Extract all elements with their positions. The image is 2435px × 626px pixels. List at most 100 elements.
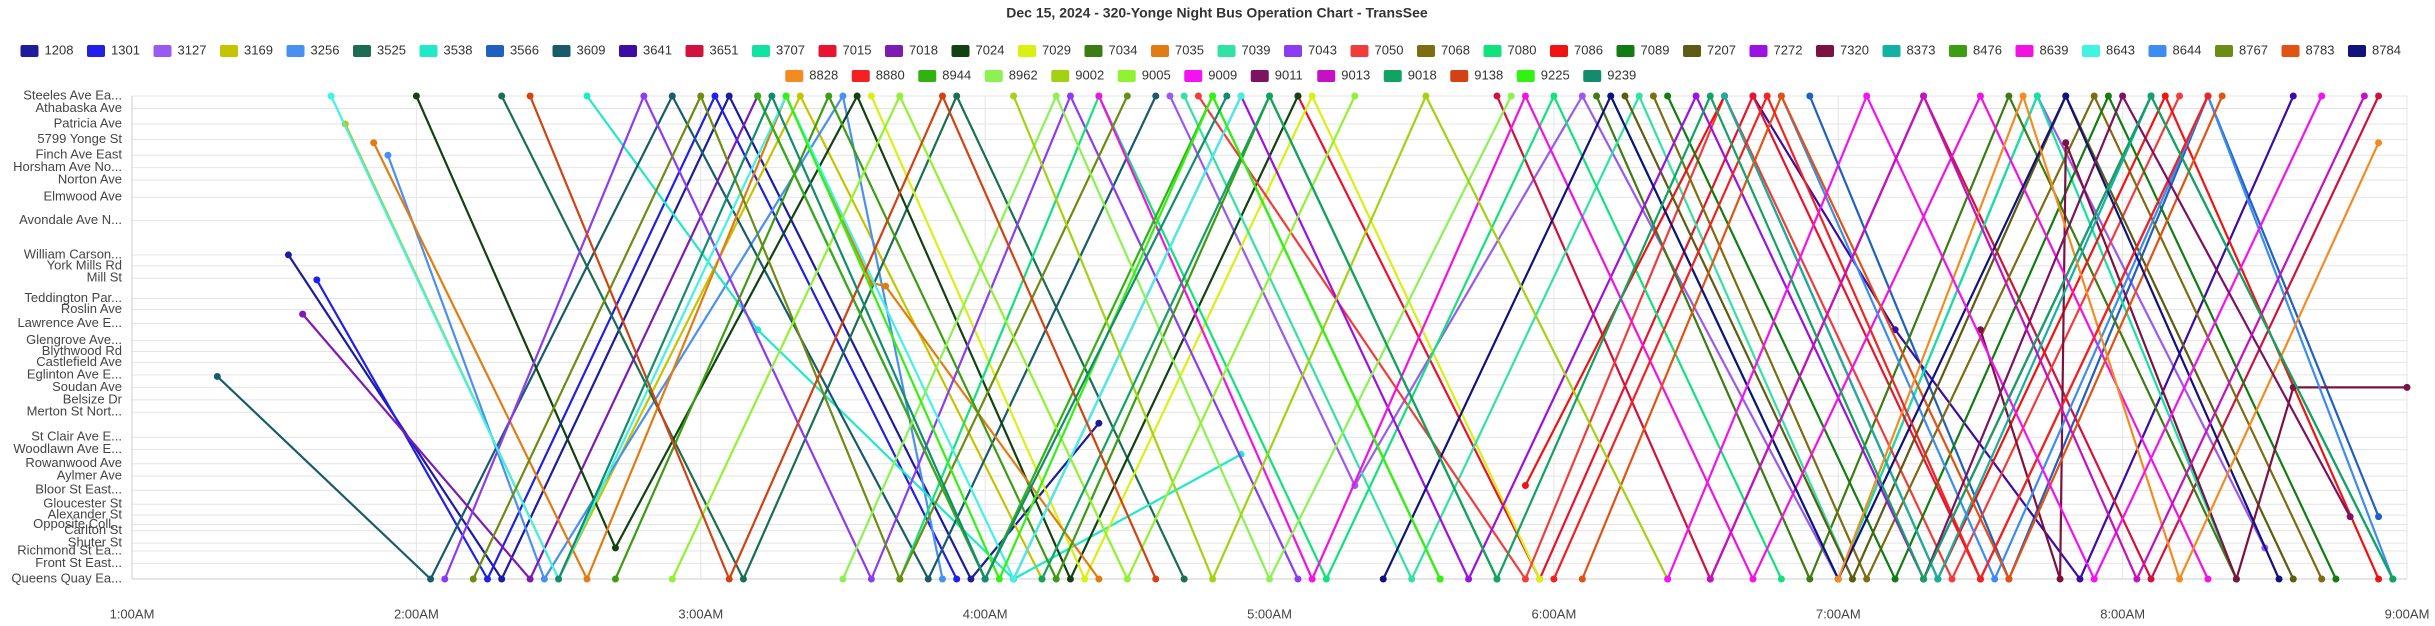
x-tick-label: 4:00AM bbox=[963, 606, 1008, 621]
point bbox=[1194, 92, 1202, 100]
legend-item[interactable]: 9005 bbox=[1117, 67, 1171, 82]
series-line bbox=[500, 94, 1186, 581]
legend-item[interactable]: 3609 bbox=[552, 42, 606, 57]
legend-item[interactable]: 8639 bbox=[2015, 42, 2069, 57]
legend-swatch bbox=[2082, 45, 2100, 57]
point bbox=[1593, 92, 1601, 100]
point bbox=[1266, 575, 1273, 583]
legend-item[interactable]: 7080 bbox=[1483, 42, 1537, 57]
legend-item[interactable]: 8784 bbox=[2348, 42, 2401, 57]
point bbox=[739, 575, 747, 583]
legend-item[interactable]: 3651 bbox=[685, 42, 739, 57]
legend-item[interactable]: 9225 bbox=[1516, 67, 1570, 82]
legend-item[interactable]: 9013 bbox=[1317, 67, 1370, 82]
legend-label: 7018 bbox=[909, 42, 938, 57]
legend-item[interactable]: 7039 bbox=[1217, 42, 1271, 57]
point bbox=[867, 575, 875, 583]
legend-item[interactable]: 3169 bbox=[220, 42, 273, 57]
legend-item[interactable]: 9018 bbox=[1383, 67, 1437, 82]
legend-item[interactable]: 8962 bbox=[984, 67, 1038, 82]
point bbox=[2019, 92, 2027, 100]
legend-label: 3651 bbox=[710, 42, 739, 57]
point bbox=[2133, 575, 2141, 583]
legend-item[interactable]: 7089 bbox=[1616, 42, 1670, 57]
legend-item[interactable]: 3566 bbox=[486, 42, 539, 57]
legend-item[interactable]: 8373 bbox=[1882, 42, 1936, 57]
legend-item[interactable]: 7018 bbox=[885, 42, 938, 57]
legend-item[interactable]: 3525 bbox=[353, 42, 406, 57]
legend-swatch bbox=[1816, 45, 1834, 57]
legend-item[interactable]: 9002 bbox=[1051, 67, 1104, 82]
legend-item[interactable]: 9138 bbox=[1450, 67, 1503, 82]
legend-item[interactable]: 8944 bbox=[918, 67, 971, 82]
legend-item[interactable]: 8783 bbox=[2281, 42, 2335, 57]
legend-item[interactable]: 8767 bbox=[2215, 42, 2268, 57]
point bbox=[1294, 92, 1302, 100]
legend-item[interactable]: 7035 bbox=[1151, 42, 1204, 57]
legend-item[interactable]: 8828 bbox=[785, 67, 838, 82]
legend-item[interactable]: 7068 bbox=[1417, 42, 1470, 57]
legend-item[interactable]: 8476 bbox=[1949, 42, 2002, 57]
point bbox=[1948, 575, 1956, 583]
point bbox=[1095, 92, 1103, 100]
point bbox=[2147, 92, 2155, 100]
legend-item[interactable]: 7207 bbox=[1683, 42, 1736, 57]
point bbox=[1066, 92, 1074, 100]
legend-item[interactable]: 7024 bbox=[951, 42, 1005, 57]
point bbox=[1180, 575, 1188, 583]
point bbox=[668, 575, 676, 583]
legend-item[interactable]: 9011 bbox=[1250, 67, 1303, 82]
legend-item[interactable]: 8643 bbox=[2082, 42, 2135, 57]
point bbox=[1379, 575, 1387, 583]
legend-item[interactable]: 3127 bbox=[153, 42, 207, 57]
series-line bbox=[1723, 94, 2394, 581]
point bbox=[1123, 92, 1131, 100]
legend-swatch bbox=[1583, 70, 1602, 82]
legend-label: 3256 bbox=[311, 42, 340, 57]
legend-item[interactable]: 7034 bbox=[1084, 42, 1138, 57]
point bbox=[754, 92, 762, 100]
legend-swatch bbox=[1616, 45, 1635, 57]
point bbox=[555, 575, 563, 583]
legend-item[interactable]: 7086 bbox=[1550, 42, 1603, 57]
legend-label: 9011 bbox=[1275, 67, 1303, 82]
point bbox=[1991, 575, 1999, 583]
point bbox=[611, 544, 619, 552]
legend-swatch bbox=[1550, 45, 1568, 57]
y-tick-label: Avondale Ave N... bbox=[19, 212, 122, 227]
legend-label: 3127 bbox=[178, 42, 207, 57]
legend-item[interactable]: 7272 bbox=[1749, 42, 1803, 57]
legend-item[interactable]: 7050 bbox=[1350, 42, 1404, 57]
legend-item[interactable]: 3538 bbox=[419, 42, 473, 57]
point bbox=[2332, 575, 2340, 583]
point bbox=[1038, 575, 1046, 583]
y-tick-label: Front St East... bbox=[35, 555, 122, 570]
point bbox=[1806, 92, 1814, 100]
legend-item[interactable]: 1208 bbox=[20, 42, 74, 57]
legend-item[interactable]: 7043 bbox=[1284, 42, 1337, 57]
legend-label: 8767 bbox=[2239, 42, 2268, 57]
legend-item[interactable]: 7029 bbox=[1018, 42, 1071, 57]
legend-label: 3525 bbox=[377, 42, 406, 57]
series-line bbox=[1581, 94, 2224, 581]
legend-item[interactable]: 3707 bbox=[752, 42, 805, 57]
legend-label: 9005 bbox=[1142, 67, 1171, 82]
legend-item[interactable]: 9009 bbox=[1184, 67, 1237, 82]
legend-item[interactable]: 9239 bbox=[1583, 67, 1636, 82]
legend-item[interactable]: 1301 bbox=[87, 42, 140, 57]
y-tick-label: Roslin Ave bbox=[61, 301, 122, 316]
point bbox=[313, 276, 321, 284]
legend-item[interactable]: 3256 bbox=[286, 42, 340, 57]
legend-item[interactable]: 7320 bbox=[1816, 42, 1869, 57]
legend-label: 9002 bbox=[1075, 67, 1104, 82]
point bbox=[1081, 575, 1089, 583]
legend-swatch bbox=[220, 45, 238, 57]
point bbox=[953, 92, 961, 100]
legend-item[interactable]: 7015 bbox=[818, 42, 872, 57]
legend-item[interactable]: 8880 bbox=[851, 67, 905, 82]
legend-label: 8373 bbox=[1907, 42, 1936, 57]
legend-item[interactable]: 3641 bbox=[619, 42, 672, 57]
legend-swatch bbox=[918, 70, 937, 82]
point bbox=[1721, 92, 1728, 100]
legend-item[interactable]: 8644 bbox=[2148, 42, 2202, 57]
